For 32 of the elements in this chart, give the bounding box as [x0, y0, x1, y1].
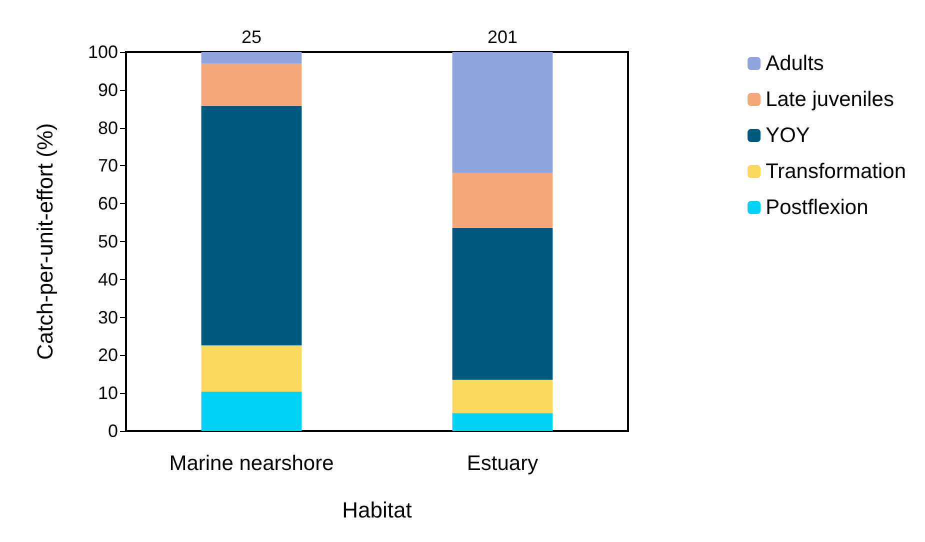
x-tick-label: Marine nearshore — [169, 452, 334, 475]
bar — [201, 64, 302, 106]
y-tick-label: 30 — [98, 307, 118, 328]
y-tick-label: 50 — [98, 232, 118, 252]
y-tick-label: 10 — [98, 383, 118, 404]
bar — [452, 380, 553, 414]
x-axis-title: Habitat — [342, 498, 412, 522]
annotation: 25 — [241, 27, 262, 47]
y-tick-label: 60 — [98, 194, 118, 214]
bar — [452, 413, 553, 431]
bar — [201, 106, 302, 346]
bar — [201, 52, 302, 64]
bar — [452, 228, 553, 380]
bar — [201, 392, 302, 431]
legend-label: Late juveniles — [766, 88, 894, 111]
y-tick-label: 20 — [98, 345, 118, 366]
y-tick-label: 40 — [98, 269, 118, 290]
bar — [452, 52, 553, 173]
y-tick-label: 100 — [88, 42, 118, 62]
y-tick-label: 90 — [98, 80, 118, 100]
bar — [201, 345, 302, 392]
legend-label: YOY — [766, 124, 810, 147]
legend-label: Transformation — [766, 160, 906, 183]
y-tick-label: 80 — [98, 118, 118, 138]
y-tick-label: 70 — [98, 156, 118, 176]
annotation: 201 — [487, 27, 518, 47]
bar — [452, 172, 553, 228]
legend-label: Postflexion — [766, 196, 868, 219]
y-axis-title: Catch-per-unit-effort (%) — [32, 123, 58, 360]
legend-label: Adults — [766, 52, 824, 75]
y-tick-label: 0 — [108, 421, 118, 441]
x-tick-label: Estuary — [466, 452, 539, 475]
